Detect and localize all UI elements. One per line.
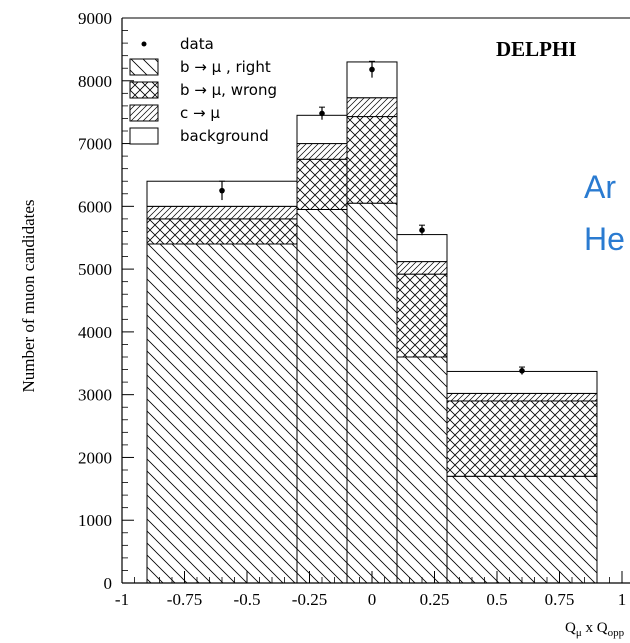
bar-0-2 bbox=[346, 202, 398, 584]
y-tick-label-5: 5000 bbox=[78, 260, 112, 279]
legend-swatch-4 bbox=[129, 127, 159, 145]
overlay-text-1: Ar bbox=[584, 169, 616, 205]
x-tick-label-3: -0.25 bbox=[292, 590, 327, 609]
legend-label-4: background bbox=[180, 127, 269, 145]
bar-0-3 bbox=[396, 356, 448, 584]
y-tick-label-2: 2000 bbox=[78, 448, 112, 467]
bar-3-1 bbox=[296, 114, 348, 145]
bar-2-1 bbox=[296, 143, 348, 160]
x-tick-label-1: -0.75 bbox=[167, 590, 202, 609]
y-axis-label: Number of muon candidates bbox=[19, 199, 38, 392]
x-tick-label-0: -1 bbox=[115, 590, 129, 609]
legend-swatch-1 bbox=[129, 58, 159, 76]
y-tick-label-4: 4000 bbox=[78, 323, 112, 342]
bar-1-4 bbox=[446, 400, 598, 477]
data-points-layer bbox=[219, 60, 525, 375]
data-point-3 bbox=[419, 227, 425, 233]
bar-3-4 bbox=[446, 370, 598, 394]
legend-label-2: b → μ, wrong bbox=[180, 81, 277, 99]
chart-title: DELPHI bbox=[496, 37, 577, 61]
x-axis-label-sub-opp: opp bbox=[608, 627, 625, 639]
bar-1-2 bbox=[346, 116, 398, 204]
bar-2-4 bbox=[446, 392, 598, 402]
data-point-1 bbox=[319, 110, 325, 117]
y-tick-label-8: 8000 bbox=[78, 72, 112, 91]
x-axis-label-mid: x Q bbox=[582, 620, 608, 636]
legend-label-1: b → μ , right bbox=[180, 58, 271, 76]
x-tick-label-5: 0.25 bbox=[420, 590, 450, 609]
bar-1-1 bbox=[296, 158, 348, 210]
x-axis-label-q: Q bbox=[565, 620, 576, 636]
y-tick-label-6: 6000 bbox=[78, 197, 112, 216]
x-tick-label-8: 1 bbox=[618, 590, 627, 609]
x-tick-label-4: 0 bbox=[368, 590, 377, 609]
x-tick-label-7: 0.75 bbox=[545, 590, 575, 609]
legend-label-3: c → μ bbox=[180, 104, 220, 122]
axes-layer: 0 1000 2000 3000 4000 5000 6000 7000 8000 9000 -1 -… bbox=[78, 9, 630, 609]
y-tick-label-0: 0 bbox=[104, 574, 113, 593]
legend-swatch-3 bbox=[129, 104, 159, 122]
x-axis-label-sub-mu: μ bbox=[576, 627, 582, 639]
bar-2-0 bbox=[146, 205, 298, 220]
data-point-0 bbox=[219, 187, 225, 194]
y-tick-label-1: 1000 bbox=[78, 511, 112, 530]
bars-layer bbox=[146, 61, 598, 584]
bar-0-0 bbox=[146, 243, 298, 584]
data-point-4 bbox=[519, 368, 525, 374]
overlay-text-2: He bbox=[584, 221, 625, 257]
legend-marker-data bbox=[141, 41, 147, 47]
bar-2-3 bbox=[396, 261, 448, 275]
bar-0-1 bbox=[296, 208, 348, 584]
legend-label-0: data bbox=[180, 35, 214, 53]
data-point-2 bbox=[369, 66, 375, 73]
y-tick-label-7: 7000 bbox=[78, 135, 112, 154]
bar-1-3 bbox=[396, 273, 448, 358]
x-axis-label: Qμ x Qopp bbox=[565, 620, 625, 639]
x-tick-label-6: 0.5 bbox=[486, 590, 507, 609]
bar-3-3 bbox=[396, 234, 448, 263]
y-tick-label-3: 3000 bbox=[78, 386, 112, 405]
legend: data b → μ , right b → μ, wrong c → μ backgr… bbox=[129, 35, 277, 145]
legend-swatch-2 bbox=[129, 81, 159, 99]
x-tick-label-2: -0.5 bbox=[234, 590, 261, 609]
bar-0-4 bbox=[446, 475, 598, 584]
y-tick-label-9: 9000 bbox=[78, 9, 112, 28]
bar-1-0 bbox=[146, 218, 298, 245]
bar-2-2 bbox=[346, 97, 398, 118]
